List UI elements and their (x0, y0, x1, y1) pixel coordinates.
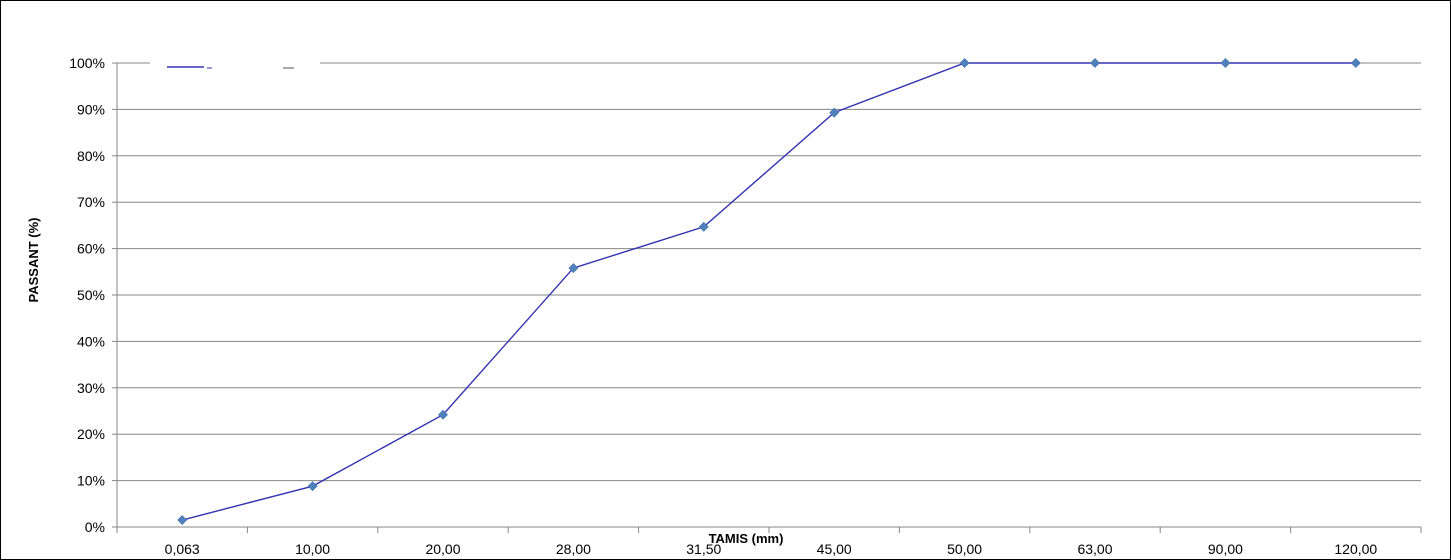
data-point (1350, 58, 1361, 68)
data-point (959, 58, 970, 68)
data-point (438, 409, 448, 420)
x-axis-title: TAMIS (mm) (709, 531, 784, 546)
data-point (568, 263, 579, 274)
y-tick-label: 70% (77, 194, 105, 210)
y-tick-label: 90% (77, 101, 105, 117)
x-tick-label: 0,063 (165, 541, 200, 557)
series (177, 58, 1361, 525)
y-axis-title: PASSANT (%) (26, 218, 41, 303)
data-point (177, 515, 188, 525)
series-line (182, 62, 1356, 521)
data-point (1220, 58, 1231, 68)
data-point (829, 107, 840, 118)
x-tick-labels: 0,063 10,00 20,00 28,00 31,50 45,00 50,00 63,00… (165, 541, 1378, 557)
y-tick-label: 100% (69, 55, 105, 71)
data-point (698, 221, 709, 232)
y-tick-label: 50% (77, 287, 105, 303)
y-tick-label: 40% (77, 333, 105, 349)
y-tick-label: 60% (77, 241, 105, 257)
data-point (1090, 58, 1100, 68)
x-tick-label: 90,00 (1208, 541, 1243, 557)
x-tick-label: 50,00 (947, 541, 982, 557)
y-tick-label: 10% (77, 473, 105, 489)
x-tick-label: 28,00 (556, 541, 591, 557)
y-tick-label: 20% (77, 426, 105, 442)
y-tick-label: 80% (77, 148, 105, 164)
y-tick-label: 0% (85, 519, 105, 535)
legend-box (150, 55, 320, 71)
x-tick-label: 63,00 (1077, 541, 1112, 557)
data-point (307, 481, 318, 492)
y-tick-labels: 0% 10% 20% 30% 40% 50% 60% 70% 80% 90% 100% (69, 55, 105, 535)
x-tick-label: 20,00 (425, 541, 460, 557)
legend (150, 55, 320, 71)
y-tick-label: 30% (77, 380, 105, 396)
x-tick-label: 31,50 (686, 541, 721, 557)
axes (112, 62, 1422, 533)
x-tick-label: 45,00 (817, 541, 852, 557)
x-tick-label: 10,00 (295, 541, 330, 557)
x-tick-label: 120,00 (1334, 541, 1377, 557)
